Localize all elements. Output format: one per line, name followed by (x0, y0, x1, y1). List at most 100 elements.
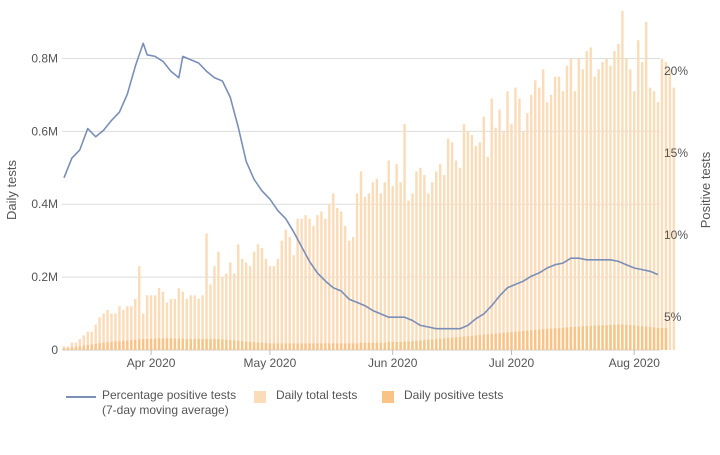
positive-tests-bar (407, 341, 410, 350)
total-tests-bar (134, 298, 137, 350)
positive-tests-bar (145, 339, 149, 350)
positive-tests-bar (316, 343, 319, 350)
positive-tests-bar (280, 343, 284, 350)
positive-tests-bar (173, 338, 177, 350)
positive-tests-bar (486, 334, 489, 350)
positive-tests-bar (498, 333, 501, 350)
positive-tests-bar (585, 325, 588, 350)
positive-tests-bar (379, 342, 383, 350)
positive-tests-bar (490, 333, 493, 350)
positive-tests-bar (601, 325, 604, 350)
positive-tests-bar (644, 326, 648, 350)
total-tests-bar (339, 211, 343, 350)
total-tests-bar (668, 69, 672, 350)
total-tests-bar (371, 182, 375, 350)
positive-tests-bar (442, 338, 446, 350)
total-tests-bar (557, 76, 561, 351)
total-tests-bar (478, 142, 482, 350)
positive-tests-bar (161, 338, 165, 350)
positive-tests-bar (399, 341, 402, 350)
total-tests-bar (636, 40, 640, 350)
total-tests-bar (613, 51, 616, 351)
positive-tests-bar (201, 339, 204, 350)
total-tests-bar (98, 317, 101, 350)
total-tests-bar (458, 167, 462, 350)
total-tests-bar (197, 298, 200, 350)
legend-item-total-tests[interactable]: Daily total tests (254, 388, 357, 403)
total-tests-bar (256, 244, 260, 350)
total-tests-bar (466, 131, 470, 350)
total-tests-bars (62, 11, 676, 351)
positive-tests-bar (221, 339, 224, 350)
positive-tests-bar (466, 336, 470, 350)
total-tests-bar (320, 211, 323, 350)
left-axis-ticks: 0 0.2M 0.4M 0.6M 0.8M (31, 51, 58, 357)
total-tests-bar (640, 62, 644, 350)
total-tests-bar (431, 182, 434, 350)
x-tick-label: Jun 2020 (368, 356, 418, 370)
total-tests-bar (482, 116, 485, 350)
legend-line-icon (66, 396, 96, 398)
positive-tests-bar (237, 340, 240, 350)
positive-tests-bar (462, 336, 466, 350)
legend-item-positive-tests[interactable]: Daily positive tests (382, 388, 503, 403)
total-tests-bar (118, 306, 121, 350)
positive-tests-bar (652, 327, 656, 350)
positive-tests-bar (415, 340, 418, 350)
positive-tests-bar (391, 341, 394, 350)
x-axis-ticks: Apr 2020 May 2020 Jun 2020 Jul 2020 Aug 2020 (127, 350, 660, 370)
positive-tests-bar (98, 343, 101, 350)
right-tick-label: 15% (664, 146, 688, 160)
total-tests-bar (442, 175, 446, 350)
total-tests-bar (660, 58, 664, 350)
total-tests-bar (438, 164, 442, 350)
positive-tests-bar (189, 339, 192, 350)
total-tests-bar (173, 298, 177, 350)
total-tests-bar (157, 288, 161, 350)
total-tests-bar (561, 91, 565, 350)
positive-tests-bar (617, 324, 620, 350)
positive-tests-bar (332, 343, 335, 350)
total-tests-bar (399, 182, 402, 350)
total-tests-bar (106, 309, 109, 350)
total-tests-bar (229, 262, 232, 350)
positive-tests-bar (549, 328, 553, 350)
total-tests-bar (672, 87, 676, 350)
positive-tests-bar (423, 340, 426, 350)
positive-tests-bar (205, 339, 208, 350)
total-tests-bar (304, 215, 307, 350)
positive-tests-bar (438, 338, 442, 350)
total-tests-bar (427, 193, 430, 350)
legend-item-positive-rate[interactable]: Percentage positive tests (7-day moving … (66, 388, 236, 418)
positive-tests-bar (450, 337, 454, 350)
total-tests-bar (629, 69, 632, 350)
total-tests-bar (609, 65, 612, 350)
total-tests-bar (530, 94, 533, 350)
total-tests-bar (74, 342, 78, 350)
positive-tests-bar (74, 347, 78, 350)
total-tests-bar (367, 193, 371, 350)
right-tick-label: 10% (664, 228, 688, 242)
left-axis-title: Daily tests (4, 160, 19, 220)
total-tests-bar (506, 91, 509, 350)
total-tests-bar (94, 324, 97, 350)
total-tests-bar (545, 102, 549, 350)
positive-tests-bar (573, 327, 577, 350)
total-tests-bar (296, 218, 299, 350)
positive-tests-bar (367, 342, 371, 350)
positive-tests-bar (545, 328, 549, 350)
positive-tests-bar (633, 325, 636, 350)
positive-tests-bar (157, 338, 161, 350)
positive-tests-bar (629, 325, 632, 350)
total-tests-bar (514, 87, 517, 350)
total-tests-bar (454, 160, 458, 350)
positive-tests-bar (613, 324, 616, 350)
right-axis-ticks: 5% 10% 15% 20% (664, 64, 688, 324)
positive-tests-bar (383, 342, 386, 350)
positive-tests-bar (169, 338, 173, 350)
total-tests-bar (205, 233, 208, 350)
positive-tests-bar (395, 341, 398, 350)
positive-tests-bar (193, 339, 196, 350)
total-tests-bar (312, 226, 315, 350)
